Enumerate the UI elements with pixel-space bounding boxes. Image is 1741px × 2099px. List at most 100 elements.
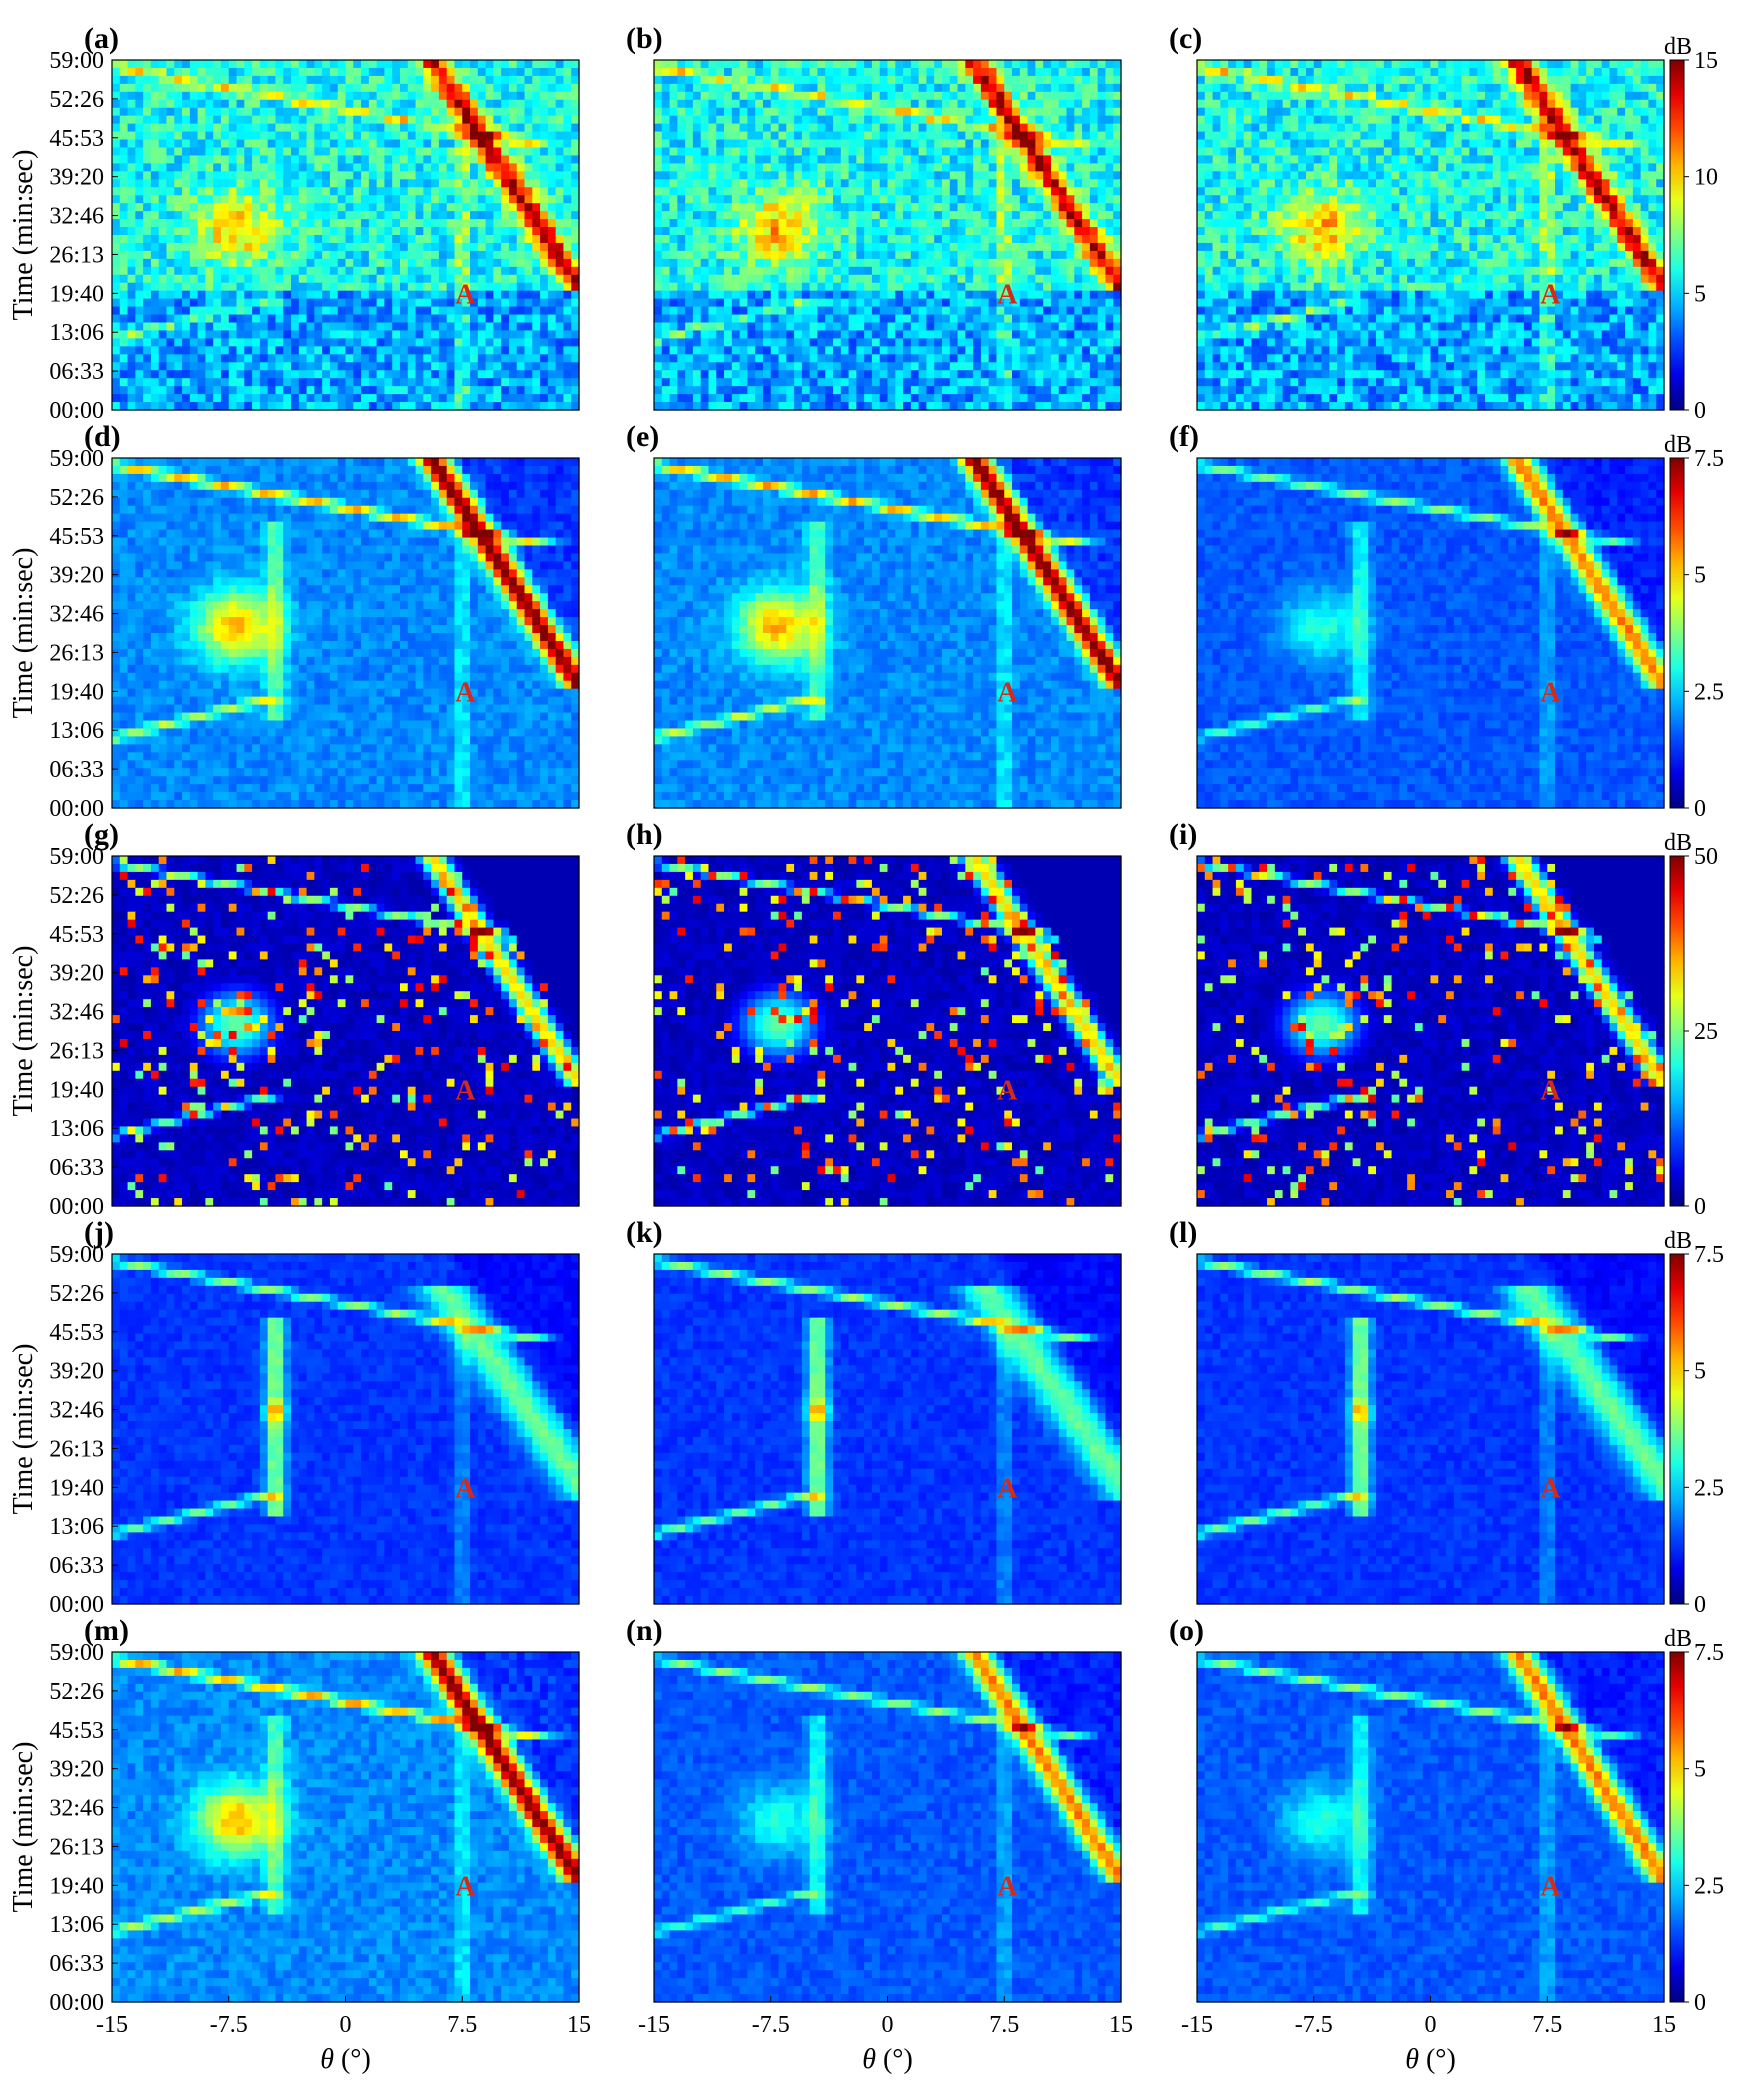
heatmap-cell <box>135 203 143 212</box>
heatmap-cell <box>392 163 400 172</box>
heatmap-cell <box>431 132 439 141</box>
heatmap-cell <box>112 68 120 77</box>
heatmap-cell <box>190 108 198 117</box>
heatmap-cell <box>205 108 213 117</box>
heatmap-cell <box>392 203 400 212</box>
heatmap-cell <box>486 219 494 228</box>
heatmap-cell <box>268 195 276 204</box>
heatmap-cell <box>509 100 517 109</box>
heatmap-cell <box>252 179 260 188</box>
heatmap-cell <box>408 179 416 188</box>
heatmap-cell <box>400 108 408 117</box>
heatmap-cell <box>252 140 260 149</box>
heatmap-cell <box>159 132 167 141</box>
heatmap-cell <box>112 108 120 117</box>
heatmap-cell <box>408 132 416 141</box>
heatmap-cell <box>392 219 400 228</box>
heatmap-cell <box>260 187 268 196</box>
heatmap-cell <box>307 211 315 220</box>
heatmap-cell <box>439 124 447 133</box>
heatmap-cell <box>346 203 354 212</box>
heatmap-cell <box>447 116 455 125</box>
heatmap-cell <box>213 68 221 77</box>
heatmap-cell <box>571 203 579 212</box>
heatmap-cell <box>563 179 571 188</box>
heatmap-cell <box>252 100 260 109</box>
heatmap-cell <box>400 179 408 188</box>
heatmap-cell <box>416 140 424 149</box>
heatmap-cell <box>509 84 517 93</box>
heatmap-cell <box>291 187 299 196</box>
heatmap-cell <box>182 108 190 117</box>
heatmap-cell <box>470 203 478 212</box>
heatmap-cell <box>470 108 478 117</box>
heatmap-cell <box>252 219 260 228</box>
heatmap-cell <box>431 116 439 125</box>
heatmap-cell <box>532 187 540 196</box>
heatmap-cell <box>478 195 486 204</box>
heatmap-cell <box>151 100 159 109</box>
heatmap-cell <box>447 211 455 220</box>
heatmap-cell <box>198 140 206 149</box>
heatmap-cell <box>548 92 556 101</box>
heatmap-cell <box>268 187 276 196</box>
heatmap-cell <box>283 187 291 196</box>
heatmap-cell <box>454 195 462 204</box>
heatmap-cell <box>408 68 416 77</box>
heatmap-cell <box>112 203 120 212</box>
heatmap-cell <box>143 68 151 77</box>
heatmap-cell <box>462 155 470 164</box>
heatmap-cell <box>143 140 151 149</box>
heatmap-cell <box>120 116 128 125</box>
heatmap-cell <box>322 68 330 77</box>
heatmap-cell <box>462 132 470 141</box>
heatmap-cell <box>525 116 533 125</box>
heatmap-cell <box>423 179 431 188</box>
heatmap-cell <box>159 179 167 188</box>
heatmap-cell <box>540 219 548 228</box>
heatmap-cell <box>283 84 291 93</box>
heatmap-cell <box>501 68 509 77</box>
heatmap-cell <box>525 76 533 85</box>
heatmap-cell <box>143 203 151 212</box>
heatmap-cell <box>205 84 213 93</box>
heatmap-cell <box>330 132 338 141</box>
heatmap-cell <box>377 219 385 228</box>
heatmap-cell <box>213 132 221 141</box>
heatmap-cell <box>244 179 252 188</box>
heatmap-cell <box>478 132 486 141</box>
heatmap-cell <box>377 108 385 117</box>
heatmap-cells <box>112 60 580 411</box>
heatmap-cell <box>198 195 206 204</box>
heatmap-cell <box>120 76 128 85</box>
heatmap-cell <box>159 140 167 149</box>
heatmap-cell <box>408 148 416 157</box>
heatmap-cell <box>517 171 525 180</box>
heatmap-cell <box>361 155 369 164</box>
heatmap-cell <box>190 163 198 172</box>
heatmap-cell <box>159 171 167 180</box>
heatmap-cell <box>563 76 571 85</box>
heatmap-cell <box>213 140 221 149</box>
heatmap-cell <box>275 155 283 164</box>
heatmap-cell <box>120 227 128 236</box>
heatmap-cell <box>291 60 299 69</box>
heatmap-cell <box>462 148 470 157</box>
heatmap-cell <box>322 76 330 85</box>
heatmap-cell <box>478 211 486 220</box>
heatmap-cell <box>384 132 392 141</box>
heatmap-cell <box>540 171 548 180</box>
heatmap-cell <box>454 211 462 220</box>
heatmap-cell <box>377 179 385 188</box>
heatmap-cell <box>346 100 354 109</box>
heatmap-cell <box>268 124 276 133</box>
heatmap-cell <box>416 203 424 212</box>
heatmap-cell <box>112 84 120 93</box>
heatmap-cell <box>416 211 424 220</box>
heatmap-cell <box>198 108 206 117</box>
heatmap-cell <box>237 76 245 85</box>
heatmap-cell <box>268 163 276 172</box>
heatmap-cell <box>509 171 517 180</box>
heatmap-cell <box>307 203 315 212</box>
heatmap-cell <box>384 179 392 188</box>
